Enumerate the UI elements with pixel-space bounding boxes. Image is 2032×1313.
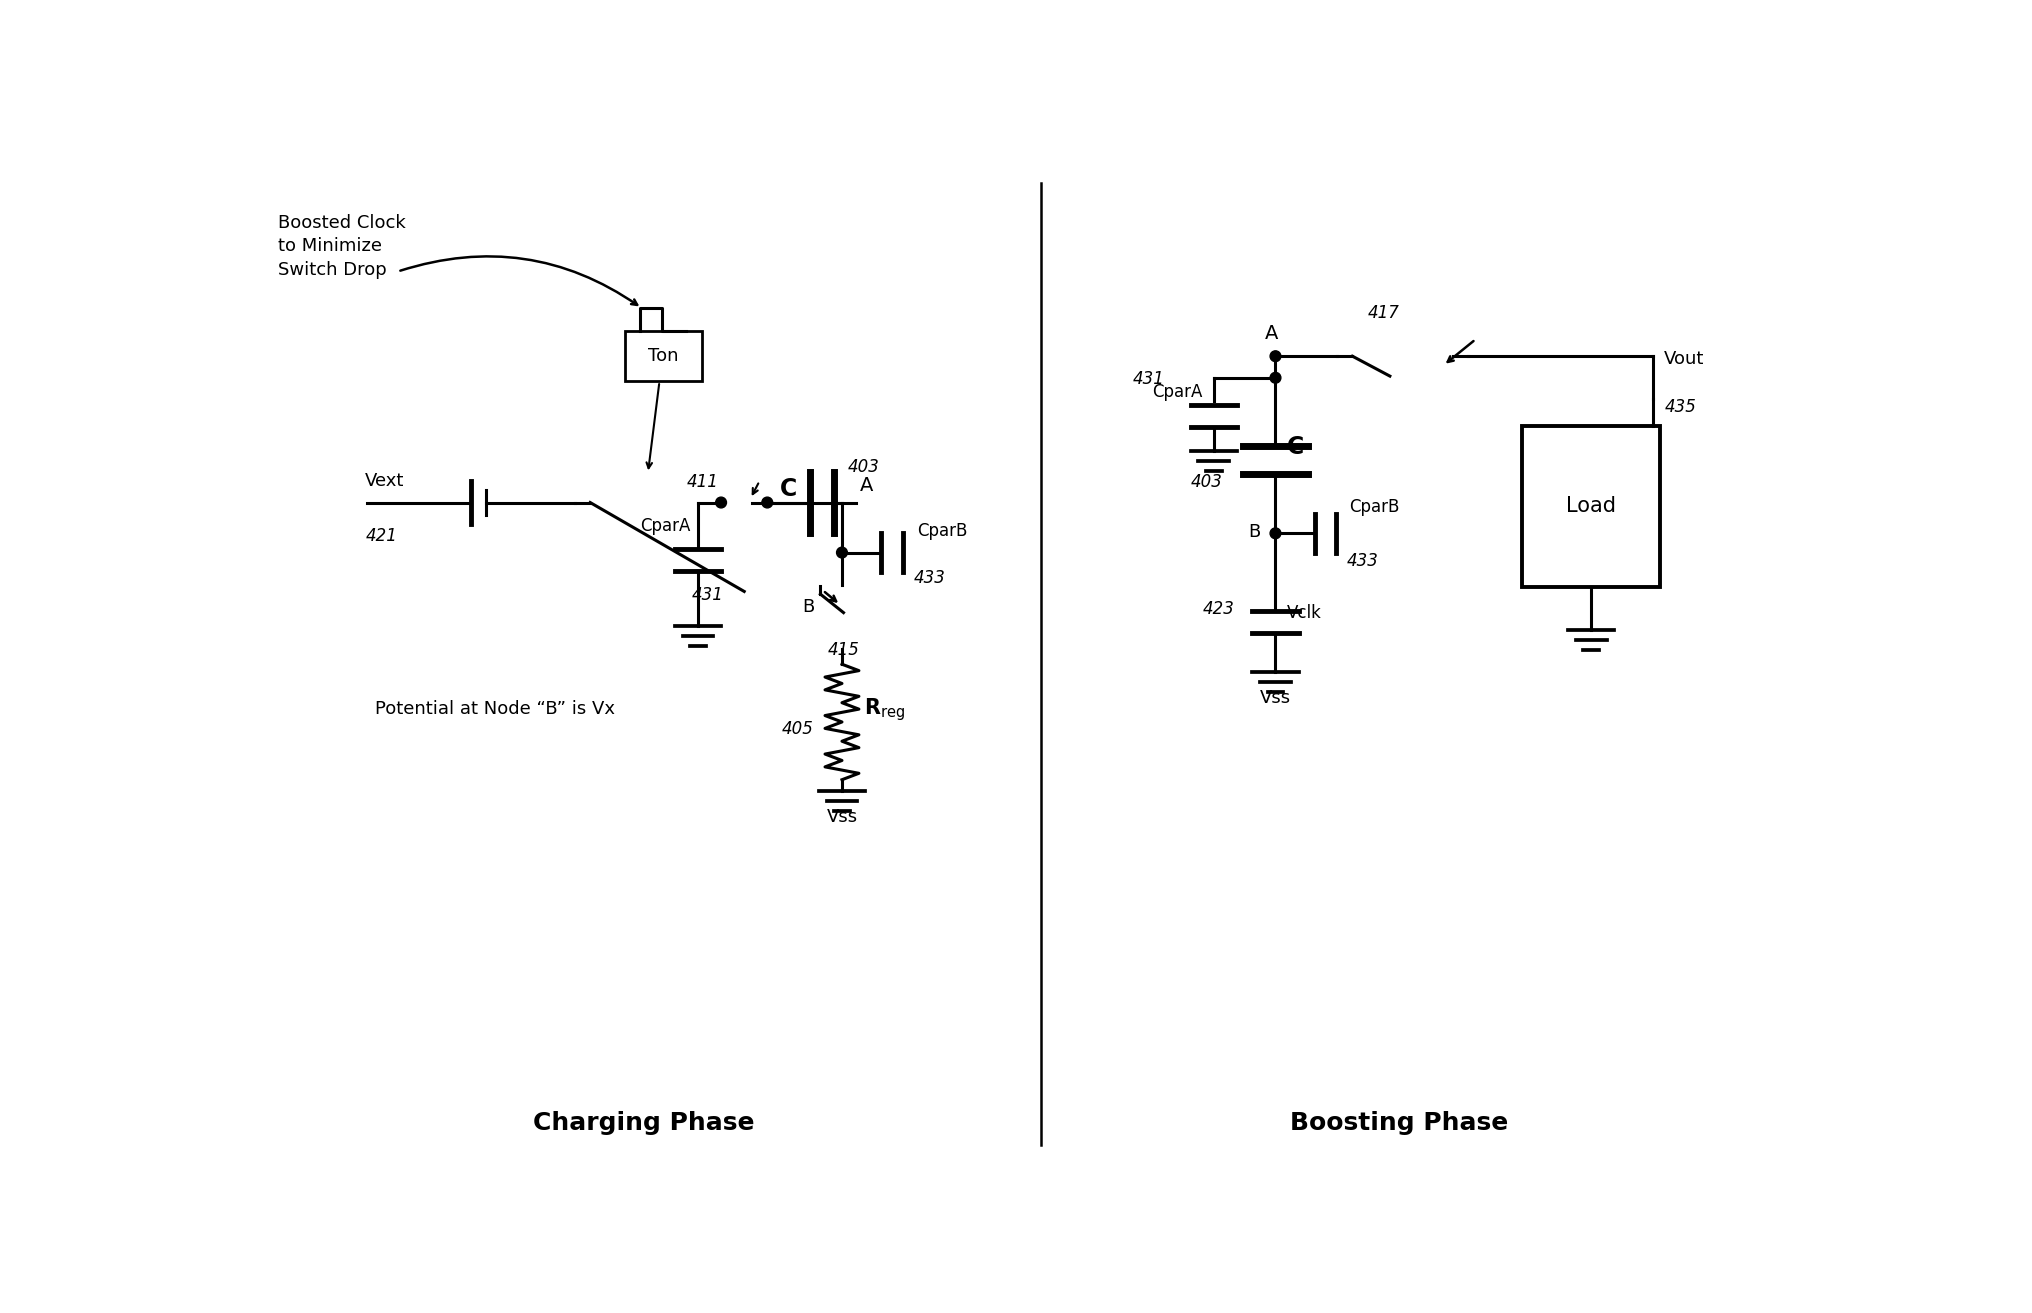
Text: CparB: CparB [1349,498,1398,516]
Text: Load: Load [1567,496,1615,516]
Text: Ton: Ton [648,347,679,365]
Text: 403: 403 [1191,473,1223,491]
Circle shape [762,498,772,508]
Text: 431: 431 [1134,370,1164,387]
Text: 411: 411 [687,473,717,491]
Text: B: B [1248,523,1260,541]
Text: Vss: Vss [1260,689,1290,706]
Text: C: C [780,478,797,502]
Text: 405: 405 [782,720,813,738]
Text: Potential at Node “B” is Vx: Potential at Node “B” is Vx [374,700,614,718]
Text: A: A [860,477,874,495]
Text: 435: 435 [1664,398,1697,416]
Circle shape [1270,373,1280,383]
Text: A: A [1266,324,1278,343]
Circle shape [1270,528,1280,538]
Text: CparB: CparB [916,521,967,540]
Text: Vclk: Vclk [1286,604,1323,622]
Circle shape [1270,351,1280,361]
Text: 403: 403 [847,458,880,475]
Circle shape [715,498,727,508]
Text: CparA: CparA [640,517,691,534]
Text: Vext: Vext [366,471,404,490]
Text: Boosted Clock
to Minimize
Switch Drop: Boosted Clock to Minimize Switch Drop [278,214,406,278]
Text: B: B [803,597,815,616]
Text: 417: 417 [1368,303,1400,322]
Text: Boosting Phase: Boosting Phase [1290,1111,1508,1134]
Text: 423: 423 [1203,600,1233,618]
Text: $\mathbf{R}_{\mathrm{reg}}$: $\mathbf{R}_{\mathrm{reg}}$ [864,696,904,723]
Text: CparA: CparA [1152,383,1203,400]
Text: 431: 431 [691,587,723,604]
Text: Vss: Vss [827,807,858,826]
Text: 421: 421 [366,527,396,545]
FancyBboxPatch shape [624,331,701,381]
Text: Charging Phase: Charging Phase [532,1111,754,1134]
Text: 415: 415 [829,641,860,659]
Text: 433: 433 [1347,551,1380,570]
Text: Vout: Vout [1664,351,1705,368]
FancyBboxPatch shape [1522,425,1660,587]
Circle shape [837,548,847,558]
Text: C: C [1286,435,1305,460]
Text: 433: 433 [914,570,945,587]
